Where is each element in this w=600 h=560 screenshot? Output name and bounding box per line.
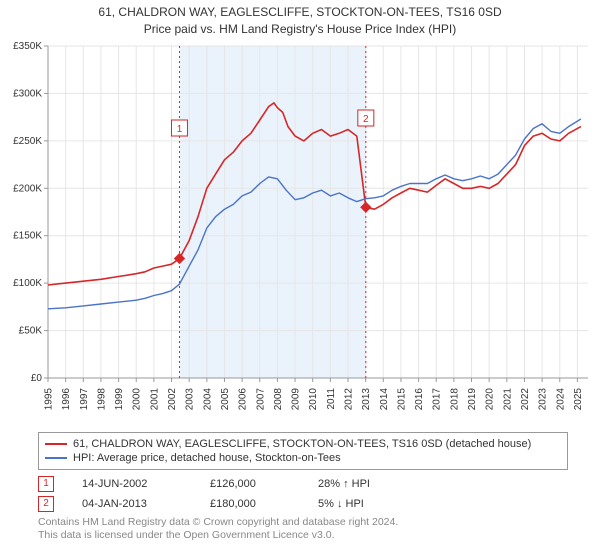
svg-text:2003: 2003 <box>185 387 196 410</box>
svg-text:£200K: £200K <box>13 183 42 194</box>
svg-text:1997: 1997 <box>79 387 90 410</box>
svg-text:2014: 2014 <box>379 387 390 410</box>
legend-label-2: HPI: Average price, detached house, Stoc… <box>73 452 341 464</box>
svg-text:2009: 2009 <box>291 387 302 410</box>
svg-text:2017: 2017 <box>432 387 443 410</box>
svg-text:2012: 2012 <box>344 387 355 410</box>
sales-row-2: 2 04-JAN-2013 £180,000 5% ↓ HPI <box>38 494 568 514</box>
svg-text:2007: 2007 <box>255 387 266 410</box>
svg-text:£100K: £100K <box>13 278 42 289</box>
svg-text:2008: 2008 <box>273 387 284 410</box>
svg-text:£150K: £150K <box>13 230 42 241</box>
svg-text:2000: 2000 <box>132 387 143 410</box>
svg-text:2006: 2006 <box>238 387 249 410</box>
svg-text:1999: 1999 <box>114 387 125 410</box>
svg-text:2011: 2011 <box>326 387 337 409</box>
sales-table: 1 14-JUN-2002 £126,000 28% ↑ HPI 2 04-JA… <box>38 474 568 514</box>
svg-text:2016: 2016 <box>414 387 425 410</box>
svg-text:2001: 2001 <box>149 387 160 410</box>
svg-text:1998: 1998 <box>96 387 107 410</box>
sale-badge-1: 1 <box>38 476 54 492</box>
svg-text:£350K: £350K <box>13 41 42 52</box>
svg-text:2002: 2002 <box>167 387 178 410</box>
legend: 61, CHALDRON WAY, EAGLESCLIFFE, STOCKTON… <box>38 432 568 470</box>
sale-date-2: 04-JAN-2013 <box>82 498 182 510</box>
svg-text:£250K: £250K <box>13 135 42 146</box>
svg-text:2: 2 <box>363 114 369 125</box>
sale-price-1: £126,000 <box>210 478 290 490</box>
chart-title-block: 61, CHALDRON WAY, EAGLESCLIFFE, STOCKTON… <box>0 0 600 38</box>
svg-text:2013: 2013 <box>361 387 372 410</box>
footer: Contains HM Land Registry data © Crown c… <box>38 516 568 543</box>
svg-text:2021: 2021 <box>502 387 513 410</box>
svg-text:2023: 2023 <box>538 387 549 410</box>
svg-text:1995: 1995 <box>44 387 55 410</box>
svg-text:2015: 2015 <box>396 387 407 410</box>
svg-text:2024: 2024 <box>555 387 566 410</box>
chart-area: £0 £50K £100K £150K £200K £250K £300K £350K 1995… <box>0 38 600 428</box>
svg-text:2004: 2004 <box>202 387 213 410</box>
sale-price-2: £180,000 <box>210 498 290 510</box>
svg-text:2005: 2005 <box>220 387 231 410</box>
svg-text:£300K: £300K <box>13 88 42 99</box>
title-line-2: Price paid vs. HM Land Registry's House … <box>0 21 600 38</box>
sale-date-1: 14-JUN-2002 <box>82 478 182 490</box>
title-line-1: 61, CHALDRON WAY, EAGLESCLIFFE, STOCKTON… <box>0 4 600 21</box>
sale-delta-1: 28% ↑ HPI <box>318 478 418 490</box>
svg-text:1: 1 <box>177 124 183 135</box>
legend-label-1: 61, CHALDRON WAY, EAGLESCLIFFE, STOCKTON… <box>73 438 531 450</box>
svg-text:2025: 2025 <box>573 387 584 410</box>
sales-row-1: 1 14-JUN-2002 £126,000 28% ↑ HPI <box>38 474 568 494</box>
sale-badge-2: 2 <box>38 496 54 512</box>
svg-text:£50K: £50K <box>19 325 43 336</box>
svg-text:£0: £0 <box>31 373 43 384</box>
footer-line-1: Contains HM Land Registry data © Crown c… <box>38 516 568 530</box>
svg-text:2010: 2010 <box>308 387 319 410</box>
legend-item-price-paid: 61, CHALDRON WAY, EAGLESCLIFFE, STOCKTON… <box>45 437 561 451</box>
legend-swatch-1 <box>45 443 67 445</box>
svg-text:2018: 2018 <box>449 387 460 410</box>
svg-text:2020: 2020 <box>485 387 496 410</box>
sale-delta-2: 5% ↓ HPI <box>318 498 418 510</box>
legend-swatch-2 <box>45 457 67 459</box>
footer-line-2: This data is licensed under the Open Gov… <box>38 529 568 543</box>
svg-text:2022: 2022 <box>520 387 531 410</box>
line-chart-svg: £0 £50K £100K £150K £200K £250K £300K £350K 1995… <box>0 38 600 428</box>
svg-text:1996: 1996 <box>61 387 72 410</box>
svg-text:2019: 2019 <box>467 387 478 410</box>
legend-item-hpi: HPI: Average price, detached house, Stoc… <box>45 451 561 465</box>
